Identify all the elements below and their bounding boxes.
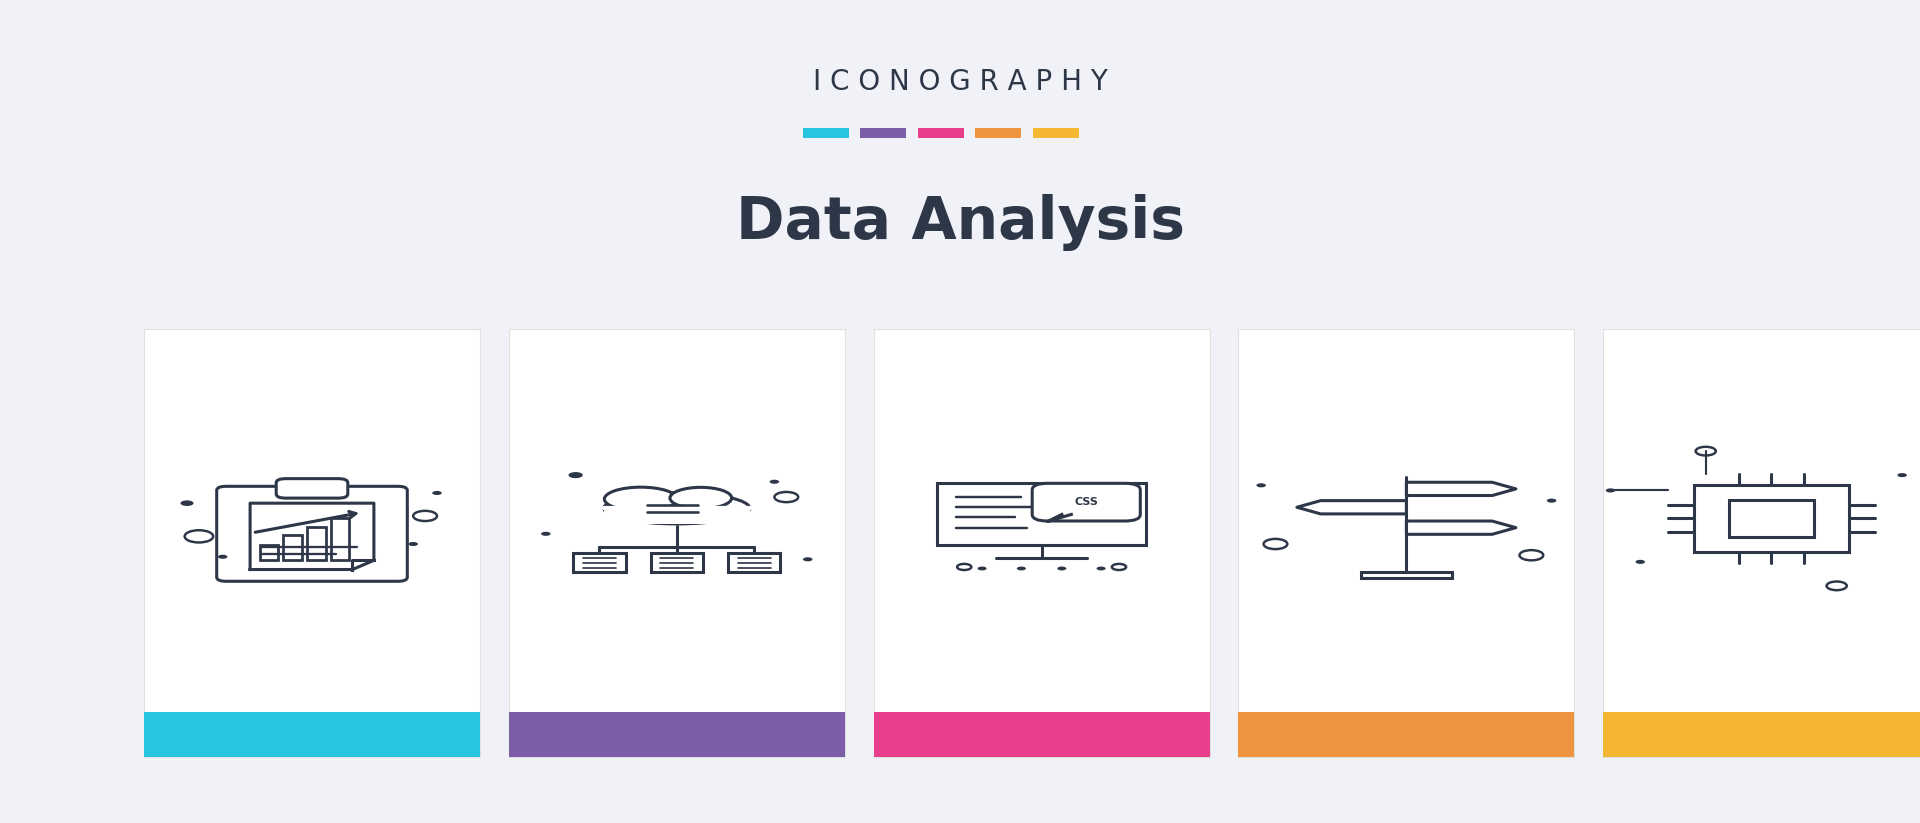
Circle shape xyxy=(568,472,584,478)
FancyBboxPatch shape xyxy=(975,128,1021,138)
FancyBboxPatch shape xyxy=(1603,712,1920,757)
Bar xyxy=(605,509,749,524)
Bar xyxy=(574,553,626,572)
Circle shape xyxy=(541,532,551,536)
FancyBboxPatch shape xyxy=(918,128,964,138)
Circle shape xyxy=(219,555,227,559)
Ellipse shape xyxy=(670,487,732,509)
FancyBboxPatch shape xyxy=(276,479,348,498)
FancyBboxPatch shape xyxy=(860,128,906,138)
FancyBboxPatch shape xyxy=(874,712,1210,757)
FancyBboxPatch shape xyxy=(509,712,845,757)
Bar xyxy=(330,518,349,560)
Polygon shape xyxy=(1405,482,1517,495)
Bar xyxy=(1361,571,1452,579)
Polygon shape xyxy=(1048,514,1071,522)
Bar xyxy=(1693,486,1849,551)
FancyBboxPatch shape xyxy=(1238,712,1574,757)
Bar xyxy=(259,545,278,560)
Circle shape xyxy=(977,566,987,570)
Circle shape xyxy=(1636,560,1645,564)
Circle shape xyxy=(803,557,812,561)
Polygon shape xyxy=(1296,500,1405,514)
Text: Data Analysis: Data Analysis xyxy=(735,193,1185,251)
Ellipse shape xyxy=(605,487,678,511)
Ellipse shape xyxy=(605,493,749,524)
Circle shape xyxy=(1548,499,1557,503)
Circle shape xyxy=(1605,488,1615,492)
FancyBboxPatch shape xyxy=(1238,329,1574,757)
Circle shape xyxy=(1058,566,1066,570)
Bar xyxy=(307,528,326,560)
Text: I C O N O G R A P H Y: I C O N O G R A P H Y xyxy=(812,68,1108,96)
Bar xyxy=(651,553,703,572)
Circle shape xyxy=(1897,473,1907,477)
Circle shape xyxy=(432,491,442,495)
Circle shape xyxy=(409,542,419,546)
Circle shape xyxy=(1256,483,1265,487)
Circle shape xyxy=(770,480,780,484)
FancyBboxPatch shape xyxy=(217,486,407,581)
FancyBboxPatch shape xyxy=(144,712,480,757)
FancyBboxPatch shape xyxy=(1033,128,1079,138)
Polygon shape xyxy=(1405,521,1517,534)
FancyBboxPatch shape xyxy=(144,329,480,757)
Circle shape xyxy=(1096,566,1106,570)
Text: CSS: CSS xyxy=(1075,497,1098,507)
Circle shape xyxy=(180,500,194,506)
Bar xyxy=(1728,500,1814,537)
Bar xyxy=(937,483,1146,545)
FancyBboxPatch shape xyxy=(874,329,1210,757)
Polygon shape xyxy=(250,503,374,570)
FancyBboxPatch shape xyxy=(509,329,845,757)
Bar xyxy=(728,553,780,572)
FancyBboxPatch shape xyxy=(1033,483,1140,521)
Circle shape xyxy=(1018,566,1025,570)
Bar xyxy=(284,535,301,560)
FancyBboxPatch shape xyxy=(1603,329,1920,757)
FancyBboxPatch shape xyxy=(803,128,849,138)
